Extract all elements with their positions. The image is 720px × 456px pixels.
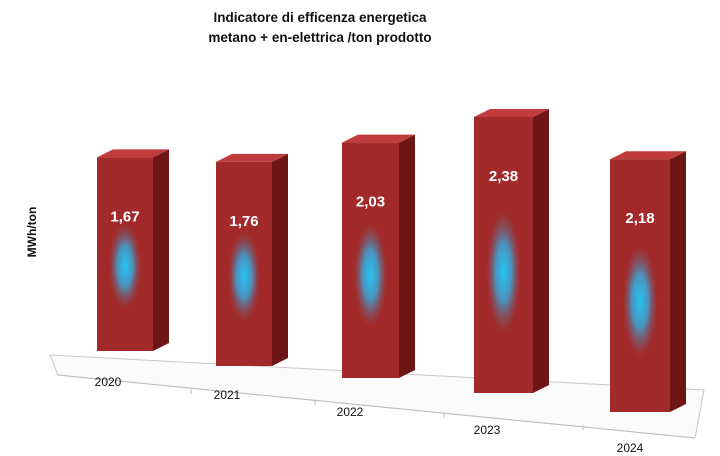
bar-side-face (153, 149, 169, 351)
x-tick-label: 2023 (474, 423, 501, 437)
x-tick-label: 2021 (214, 388, 241, 402)
y-axis-label: MWh/ton (25, 207, 39, 258)
bars-group: 1,67 1,76 2,03 2,38 2,18 (97, 109, 686, 412)
bar-side-face (670, 151, 686, 412)
bar-top-face (216, 153, 288, 162)
bar-top-face (97, 149, 169, 158)
x-tick-labels: 2020 2021 2022 2023 2024 (95, 375, 644, 455)
bar-top-face (610, 151, 686, 160)
bar-glow (348, 201, 393, 343)
bar-side-face (533, 109, 549, 393)
bar-glow (480, 185, 527, 352)
x-tick-label: 2022 (337, 405, 364, 419)
x-tick-label: 2024 (617, 441, 644, 455)
bar-2022: 2,03 (342, 134, 415, 378)
bar-glow (616, 222, 664, 375)
bar-2024: 2,18 (610, 151, 686, 412)
bar-top-face (342, 134, 415, 143)
x-axis-line (57, 374, 696, 439)
data-label: 2,18 (625, 210, 654, 227)
bar-2023: 2,38 (474, 109, 549, 393)
x-tick-label: 2020 (95, 375, 122, 389)
chart-subtitle: metano + en-elettrica /ton prodotto (208, 30, 432, 45)
bar-2021: 1,76 (216, 153, 288, 366)
bar-side-face (399, 134, 415, 378)
data-label: 2,03 (356, 194, 385, 211)
bar-side-face (272, 153, 288, 366)
chart-title-block: Indicatore di efficenza energetica metan… (0, 8, 720, 48)
bar-glow (222, 212, 266, 336)
bar-glow (103, 205, 147, 322)
chart-title: Indicatore di efficenza energetica (213, 10, 427, 25)
data-label: 2,38 (489, 168, 518, 185)
data-label: 1,67 (110, 208, 139, 225)
bar-top-face (474, 109, 549, 117)
bar-2020: 1,67 (97, 149, 169, 351)
data-label: 1,76 (229, 213, 258, 230)
